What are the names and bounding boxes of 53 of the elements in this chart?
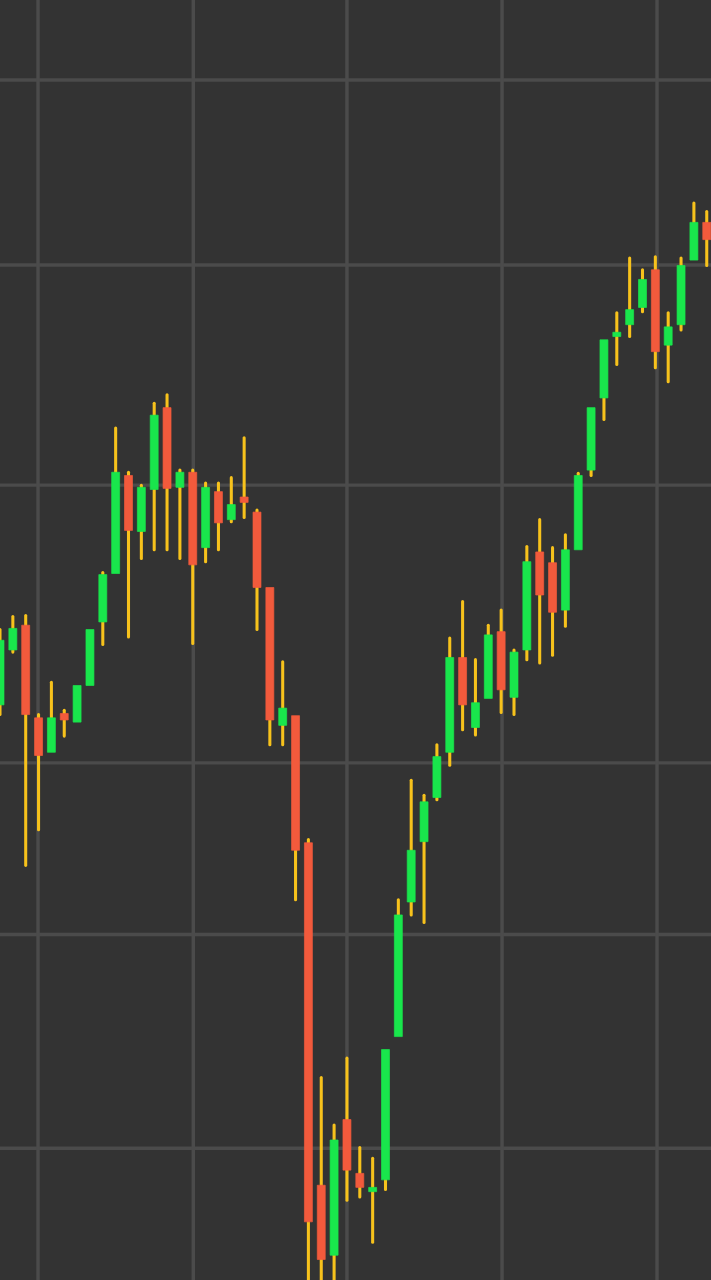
candlestick bbox=[149, 401, 159, 552]
candlestick bbox=[175, 468, 185, 560]
candlestick bbox=[137, 483, 146, 560]
candlestick bbox=[72, 685, 82, 723]
candlestick bbox=[201, 481, 210, 564]
candlestick bbox=[291, 715, 300, 902]
candlestick bbox=[419, 793, 429, 924]
candlestick bbox=[162, 393, 172, 552]
candlestick bbox=[329, 1123, 339, 1280]
candlestick bbox=[368, 1156, 377, 1244]
candlestick bbox=[702, 210, 711, 267]
candlestick bbox=[535, 518, 545, 665]
candlestick bbox=[638, 268, 647, 314]
candlestick bbox=[651, 255, 660, 370]
candlestick bbox=[124, 470, 133, 639]
candlestick bbox=[483, 623, 493, 699]
candlestick bbox=[85, 629, 95, 686]
candlestick bbox=[316, 1075, 326, 1280]
candlestick bbox=[689, 201, 699, 261]
candlestick bbox=[381, 1049, 390, 1192]
candlestick bbox=[625, 256, 634, 339]
candlestick bbox=[394, 898, 403, 1037]
candlestick bbox=[548, 546, 557, 657]
candlestick bbox=[21, 613, 31, 867]
candlestick bbox=[561, 533, 570, 628]
candlestick bbox=[278, 660, 288, 747]
candlestick bbox=[471, 658, 480, 737]
candlestick bbox=[239, 436, 249, 520]
candlestick bbox=[59, 708, 69, 738]
candlestick bbox=[111, 426, 120, 574]
candlestick bbox=[34, 713, 43, 832]
candlestick bbox=[188, 468, 198, 646]
candlestick bbox=[304, 837, 313, 1280]
candlestick bbox=[586, 407, 596, 478]
candlestick bbox=[496, 608, 506, 714]
candlestick bbox=[214, 481, 223, 552]
candlestick bbox=[98, 570, 108, 647]
candlestick bbox=[432, 743, 442, 802]
candlestick bbox=[8, 615, 18, 654]
candlestick bbox=[265, 587, 275, 747]
candlestick bbox=[599, 339, 609, 422]
candlestick bbox=[573, 471, 583, 551]
candlestick bbox=[47, 680, 56, 753]
candlestick bbox=[676, 256, 686, 332]
candlestick bbox=[522, 545, 532, 662]
candlestick bbox=[445, 636, 455, 767]
candlestick bbox=[612, 311, 622, 367]
candlestick bbox=[342, 1056, 352, 1202]
candlestick bbox=[406, 778, 416, 917]
candlestick bbox=[458, 599, 467, 732]
candlestick bbox=[355, 1146, 365, 1199]
candlestick bbox=[663, 311, 673, 384]
candlestick bbox=[226, 476, 236, 524]
